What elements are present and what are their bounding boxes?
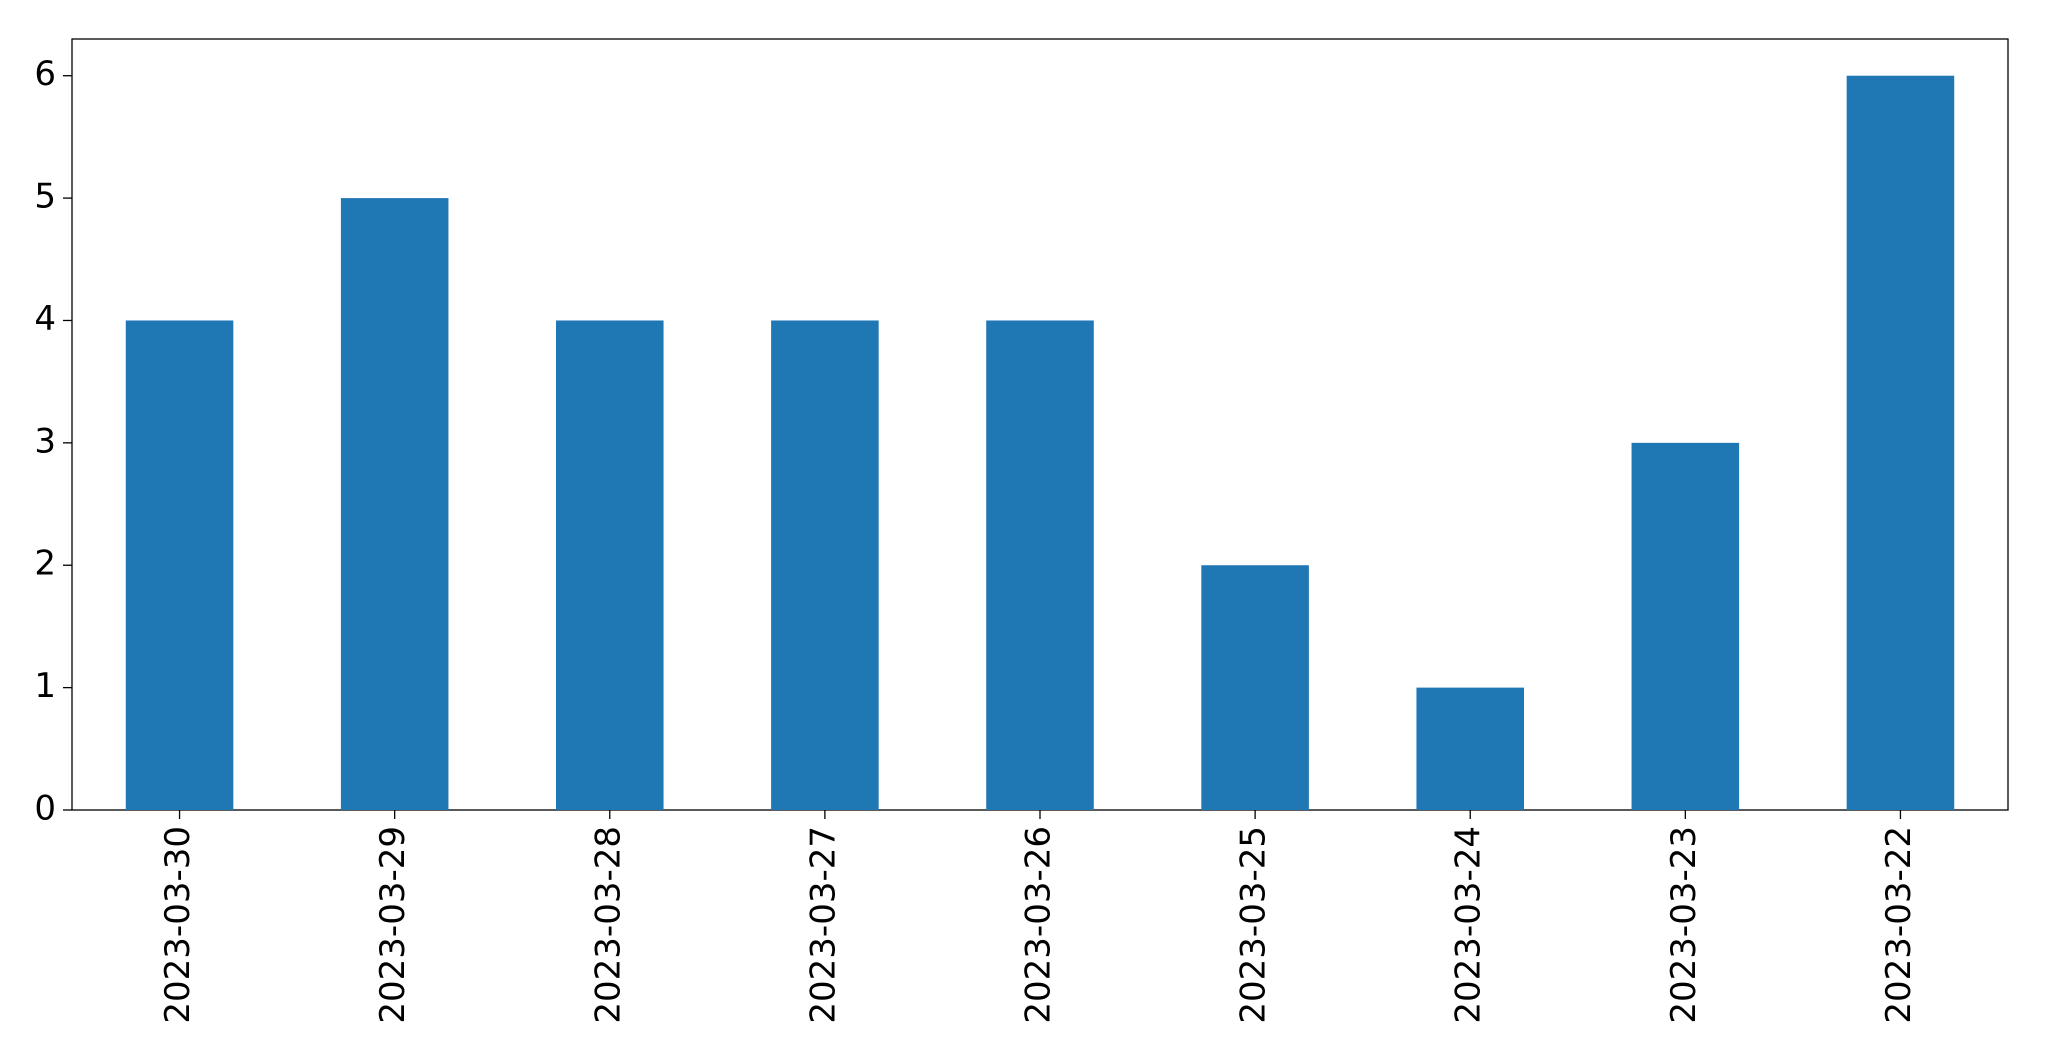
x-tick-label: 2023-03-24 xyxy=(1449,826,1489,1024)
bar xyxy=(1846,75,1955,810)
x-tick-label: 2023-03-28 xyxy=(588,826,628,1024)
y-tick-label: 6 xyxy=(34,54,56,94)
y-tick-label: 5 xyxy=(34,177,56,217)
y-tick-label: 3 xyxy=(34,421,56,461)
bar xyxy=(556,320,664,810)
bar xyxy=(1416,687,1524,810)
bar xyxy=(986,320,1094,810)
y-tick-label: 0 xyxy=(34,789,56,829)
bar xyxy=(1201,565,1309,810)
x-tick-label: 2023-03-25 xyxy=(1234,826,1274,1024)
y-tick-label: 4 xyxy=(34,299,56,339)
x-tick-label: 2023-03-29 xyxy=(373,826,413,1024)
bar xyxy=(771,320,879,810)
bar xyxy=(340,198,449,811)
bar xyxy=(1631,442,1740,810)
x-tick-label: 2023-03-22 xyxy=(1879,826,1919,1024)
y-tick-label: 1 xyxy=(34,666,56,706)
bar xyxy=(125,320,234,810)
x-tick-label: 2023-03-30 xyxy=(158,826,198,1024)
x-tick-label: 2023-03-26 xyxy=(1019,826,1059,1024)
x-tick-label: 2023-03-23 xyxy=(1664,826,1704,1024)
x-tick-label: 2023-03-27 xyxy=(803,826,843,1024)
y-tick-label: 2 xyxy=(34,544,56,584)
